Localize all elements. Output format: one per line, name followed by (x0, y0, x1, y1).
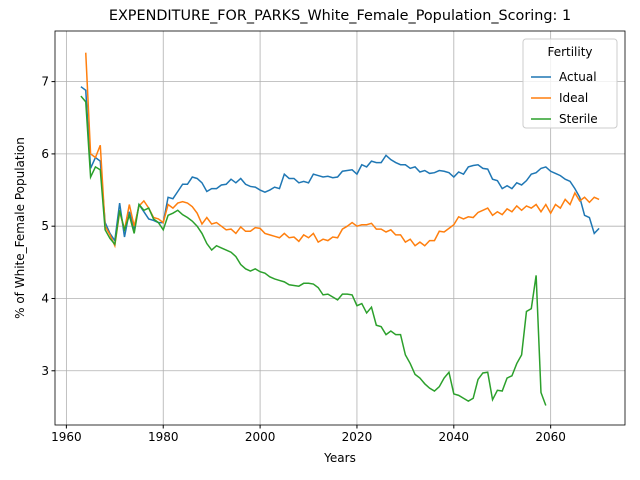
legend: Fertility Actual Ideal Sterile (522, 38, 618, 129)
legend-label: Sterile (559, 112, 598, 126)
data-line (80, 86, 600, 243)
y-axis-label: % of White_Female Population (13, 137, 27, 319)
x-tick-label: 1960 (51, 430, 82, 444)
y-tick-label: 4 (41, 291, 49, 305)
y-tick-label: 5 (41, 219, 49, 233)
y-tick-label: 7 (41, 75, 49, 89)
data-line (85, 52, 600, 249)
x-tick-label: 2060 (535, 430, 566, 444)
x-axis-label: Years (323, 451, 356, 465)
legend-label: Ideal (559, 91, 588, 105)
legend-box (522, 38, 618, 129)
legend-title: Fertility (547, 45, 592, 59)
plot-frame (54, 30, 626, 426)
x-tick-label: 2040 (439, 430, 470, 444)
y-tick-label: 3 (41, 364, 49, 378)
x-tick-label: 2020 (342, 430, 373, 444)
data-line (80, 95, 547, 406)
x-tick-label: 2000 (245, 430, 276, 444)
legend-label: Actual (559, 70, 597, 84)
chart-title: EXPENDITURE_FOR_PARKS_White_Female_Popul… (109, 8, 571, 24)
y-tick-label: 6 (41, 147, 49, 161)
x-tick-label: 1980 (148, 430, 179, 444)
